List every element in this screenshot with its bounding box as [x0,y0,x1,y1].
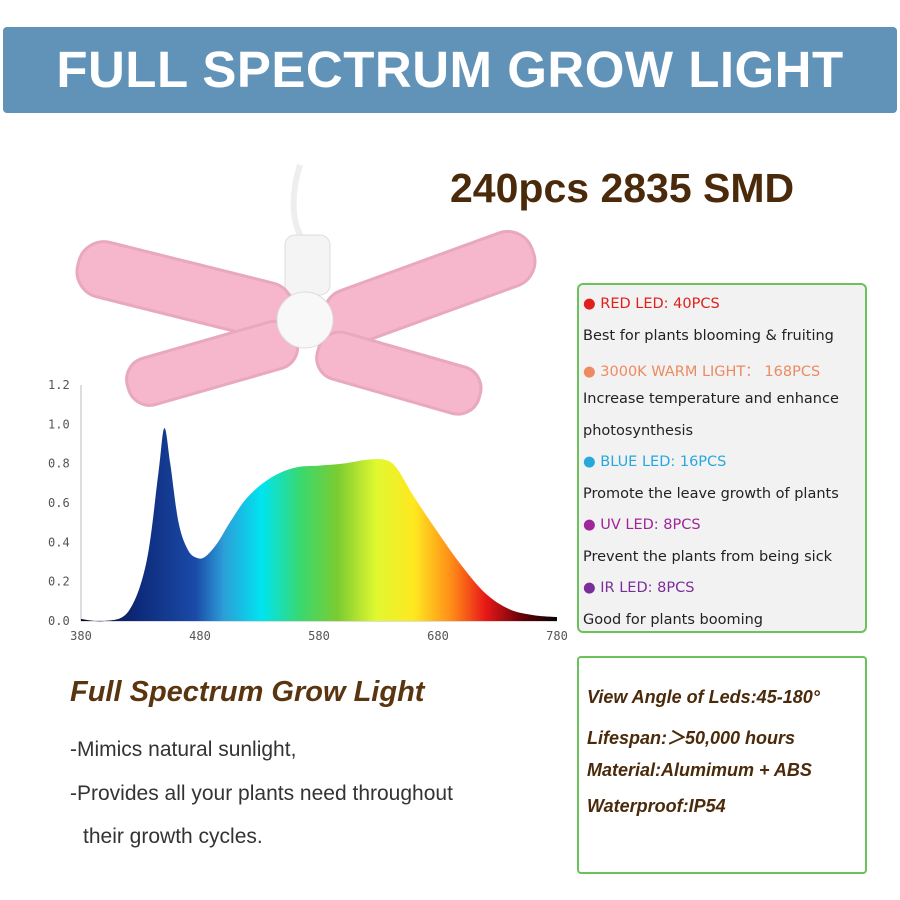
led-composition-panel: ● RED LED: 40PCS Best for plants bloomin… [577,283,867,633]
specifications-panel: View Angle of Leds:45-180° Lifespan:＞50,… [577,656,867,874]
x-tick-label: 580 [308,629,330,643]
y-tick-label: 0.4 [48,535,70,549]
y-tick-label: 0.6 [48,496,70,510]
spec-view-angle: View Angle of Leds:45-180° [587,687,820,707]
feature-line: -Provides all your plants need throughou… [70,782,453,805]
x-tick-label: 680 [427,629,449,643]
feature-title: Full Spectrum Grow Light [70,676,425,708]
blue-led-label: ● BLUE LED: 16PCS [583,454,727,470]
spec-waterproof: Waterproof:IP54 [587,796,726,816]
ir-led-desc: Good for plants booming [583,612,763,628]
blue-led-desc: Promote the leave growth of plants [583,486,839,502]
y-tick-label: 1.0 [48,417,70,431]
y-tick-label: 1.2 [48,378,70,392]
warm-light-desc-1: Increase temperature and enhance [583,391,839,407]
feature-line: their growth cycles. [83,825,263,848]
y-tick-label: 0.8 [48,457,70,471]
led-count-headline: 240pcs 2835 SMD [450,165,795,211]
x-tick-label: 480 [189,629,211,643]
red-led-desc: Best for plants blooming & fruiting [583,328,834,344]
ir-led-label: ● IR LED: 8PCS [583,580,695,596]
x-tick-label: 780 [546,629,568,643]
x-tick-label: 380 [70,629,92,643]
red-led-label: ● RED LED: 40PCS [583,296,720,312]
feature-line: -Mimics natural sunlight, [70,738,297,761]
spec-material: Material:Alumimum + ABS [587,760,812,780]
uv-led-label: ● UV LED: 8PCS [583,517,701,533]
spec-lifespan: Lifespan:＞50,000 hours [587,728,796,748]
spectrum-area [81,428,557,622]
y-tick-label: 0.2 [48,575,70,589]
uv-led-desc: Prevent the plants from being sick [583,549,833,565]
warm-light-label: ● 3000K WARM LIGHT： 168PCS [583,364,821,380]
grow-light-lamp-image [75,164,537,416]
title-banner: FULL SPECTRUM GROW LIGHT [3,27,897,113]
warm-light-desc-2: photosynthesis [583,423,694,439]
y-tick-label: 0.0 [48,614,70,628]
